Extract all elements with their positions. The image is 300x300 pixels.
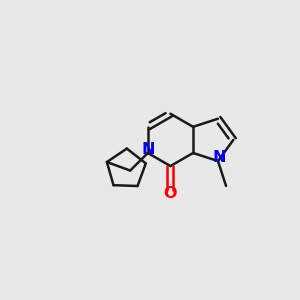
Text: N: N xyxy=(213,150,226,165)
Text: O: O xyxy=(164,187,177,202)
Text: N: N xyxy=(141,142,154,157)
